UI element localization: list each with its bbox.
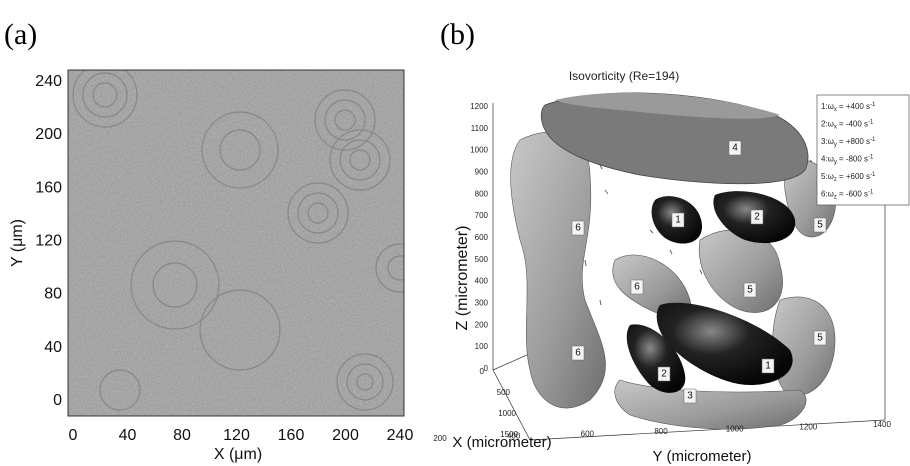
y-tick-label: 200 <box>35 126 62 143</box>
legend-id: 6: <box>821 190 828 199</box>
x-tick-label: 200 <box>332 427 359 444</box>
isosurfaces <box>511 93 836 429</box>
y-tick-label: 800 <box>654 427 668 436</box>
structure-label: 2 <box>754 212 760 223</box>
legend-exponent: -1 <box>870 172 876 178</box>
legend-exponent: -1 <box>868 120 874 126</box>
structure-label: 6 <box>575 348 581 359</box>
plot-title: Isovorticity (Re=194) <box>569 69 679 83</box>
legend-id: 4: <box>821 155 828 164</box>
z-tick-label: 100 <box>475 342 489 351</box>
figure: (a) X (μm) Y (μm) (b) Isovorticity (Re=1… <box>0 0 910 466</box>
y-tick-label: 400 <box>507 432 521 441</box>
y-axis-label: Y (micrometer) <box>653 448 752 465</box>
y-tick-label: 80 <box>44 286 62 303</box>
y-tick-label: 160 <box>35 179 62 196</box>
legend-value: = +600 s <box>839 172 870 181</box>
y-tick-label: 40 <box>44 339 62 356</box>
z-axis-label: Z (micrometer) <box>454 226 471 331</box>
legend-exponent: -1 <box>868 190 874 196</box>
structure-label: 5 <box>817 220 823 231</box>
x-axis-label: X (μm) <box>214 446 262 463</box>
y-tick-label: 200 <box>433 434 447 443</box>
z-tick-label: 500 <box>475 255 489 264</box>
legend-component: x <box>834 107 837 113</box>
x-tick-label: 0 <box>480 367 485 376</box>
z-tick-label: 200 <box>475 320 489 329</box>
panel-label: (b) <box>440 18 475 51</box>
x-tick-label: 500 <box>497 388 511 397</box>
legend-value: = +800 s <box>839 137 870 146</box>
x-tick-label: 40 <box>119 427 137 444</box>
legend-exponent: -1 <box>870 102 876 108</box>
legend-box <box>817 95 909 205</box>
x-tick-label: 0 <box>69 427 78 444</box>
x-tick-label: 80 <box>173 427 191 444</box>
y-axis-label: Y (μm) <box>9 219 26 267</box>
legend-id: 3: <box>821 137 828 146</box>
hologram-image <box>68 63 424 416</box>
y-tick-label: 0 <box>53 392 62 409</box>
legend-value: = +400 s <box>839 102 870 111</box>
legend-id: 2: <box>821 120 828 129</box>
structure-label: 6 <box>634 282 640 293</box>
y-tick-label: 1000 <box>726 425 744 434</box>
x-tick-label: 160 <box>278 427 305 444</box>
legend-component: z <box>834 195 837 201</box>
legend-component: z <box>834 177 837 183</box>
z-tick-label: 300 <box>475 299 489 308</box>
structure-label: 5 <box>747 285 753 296</box>
legend-component: y <box>834 142 837 148</box>
structure-label: 4 <box>732 143 738 154</box>
z-tick-label: 600 <box>475 233 489 242</box>
z-tick-label: 1200 <box>470 102 488 111</box>
z-tick-label: 800 <box>475 189 489 198</box>
legend-value: = -800 s <box>839 155 868 164</box>
structure-label: 6 <box>575 223 581 234</box>
legend-exponent: -1 <box>870 137 876 143</box>
structure-label: 5 <box>817 333 823 344</box>
panel-label: (a) <box>4 18 37 51</box>
x-tick-label: 1000 <box>498 409 516 418</box>
structure-label: 1 <box>765 361 771 372</box>
y-tick-label: 1200 <box>799 422 817 431</box>
x-tick-label: 240 <box>387 427 414 444</box>
y-tick-label: 120 <box>35 233 62 250</box>
y-tick-label: 600 <box>581 429 595 438</box>
z-tick-label: 0 <box>484 364 489 373</box>
legend-id: 1: <box>821 102 828 111</box>
legend-component: y <box>834 160 837 166</box>
legend-id: 5: <box>821 172 828 181</box>
legend-component: x <box>834 125 837 131</box>
structure-label: 3 <box>687 391 693 402</box>
y-tick-label: 1400 <box>873 420 891 429</box>
structure-label: 2 <box>661 369 667 380</box>
x-tick-label: 120 <box>223 427 250 444</box>
legend-value: = -600 s <box>839 190 868 199</box>
legend-value: = -400 s <box>839 120 868 129</box>
legend-exponent: -1 <box>868 155 874 161</box>
z-tick-label: 1100 <box>471 124 489 133</box>
z-tick-label: 400 <box>475 277 489 286</box>
z-tick-label: 900 <box>475 168 489 177</box>
y-tick-label: 240 <box>35 73 62 90</box>
structure-label: 1 <box>675 215 681 226</box>
z-tick-label: 700 <box>475 211 489 220</box>
z-tick-label: 1000 <box>470 146 488 155</box>
